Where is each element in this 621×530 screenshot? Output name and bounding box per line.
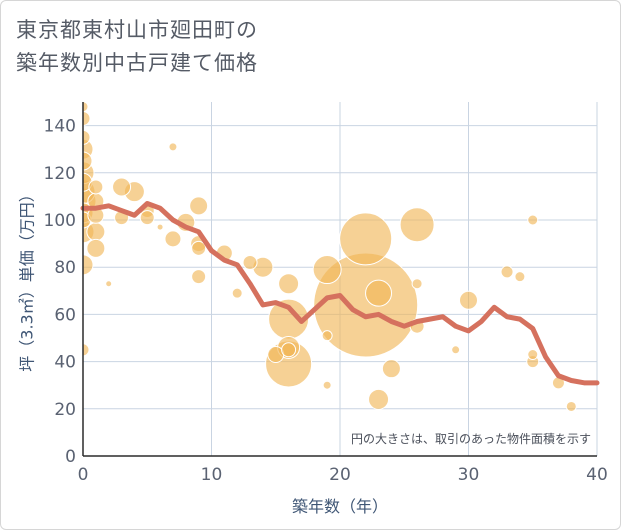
x-tick-label: 30 [458,465,480,485]
bubble-point [339,212,393,266]
trend-line [80,200,600,386]
bubble-point [156,223,164,231]
y-tick-label: 100 [44,211,76,231]
bubble-point [83,254,94,276]
axes: 0 20 40 60 80 100 120 140 0 10 20 30 40 [44,102,608,485]
bubble-point [231,287,243,299]
bubble-point [83,151,93,171]
bubble-size-note: 円の大きさは、取引のあった物件面積を示す [351,431,591,446]
bubble-point [164,230,182,248]
y-tick-label: 140 [44,117,76,137]
bubble-point [565,400,577,412]
bubble-point [83,129,91,145]
bubble-point [83,343,90,357]
bubble-point [322,380,332,390]
bubble-point [83,102,89,113]
bubble-point [451,345,461,355]
bubble-point [189,196,209,216]
bubble-point [83,111,91,127]
chart-title: 東京都東村山市廻田町の 築年数別中古戸建て価格 [16,14,258,80]
bubble-point [112,177,132,197]
bubble-point [514,271,526,283]
x-tick-label: 0 [78,465,89,485]
bubble-point [399,207,435,243]
bubble-point [312,255,342,285]
chart-title-line-2: 築年数別中古戸建て価格 [16,51,258,75]
bubble-point [281,342,297,358]
bubble-point [86,238,106,258]
bubble-point [105,280,113,288]
bubble-point [278,273,300,295]
bubble-point [365,279,393,307]
bubble-layer [83,102,577,412]
bubble-point [527,349,539,361]
bubble-point [191,269,207,285]
y-tick-label: 40 [54,353,76,373]
y-tick-label: 60 [54,305,76,325]
bubble-point [368,388,390,410]
chart-title-line-1: 東京都東村山市廻田町の [16,18,258,42]
bubble-point [242,254,258,270]
bubble-point [321,330,333,342]
bubble-point [168,142,178,152]
y-axis-label: 坪（3.3㎡）単価（万円） [18,186,37,371]
bubble-point [191,240,207,256]
bubble-point [411,278,423,290]
y-tick-label: 20 [54,400,76,420]
x-tick-label: 10 [201,465,223,485]
bubble-point [139,210,155,226]
bubble-point [86,222,106,242]
bubble-point [527,214,539,226]
bubble-point [459,290,478,310]
bubble-point [500,265,514,279]
x-axis-label: 築年数（年） [292,497,388,516]
bubble-point [381,359,401,379]
x-tick-label: 40 [586,465,608,485]
y-tick-label: 120 [44,164,76,184]
x-tick-label: 20 [329,465,351,485]
y-tick-label: 80 [54,258,76,278]
bubble-point [88,179,104,195]
y-tick-label: 0 [65,447,76,467]
